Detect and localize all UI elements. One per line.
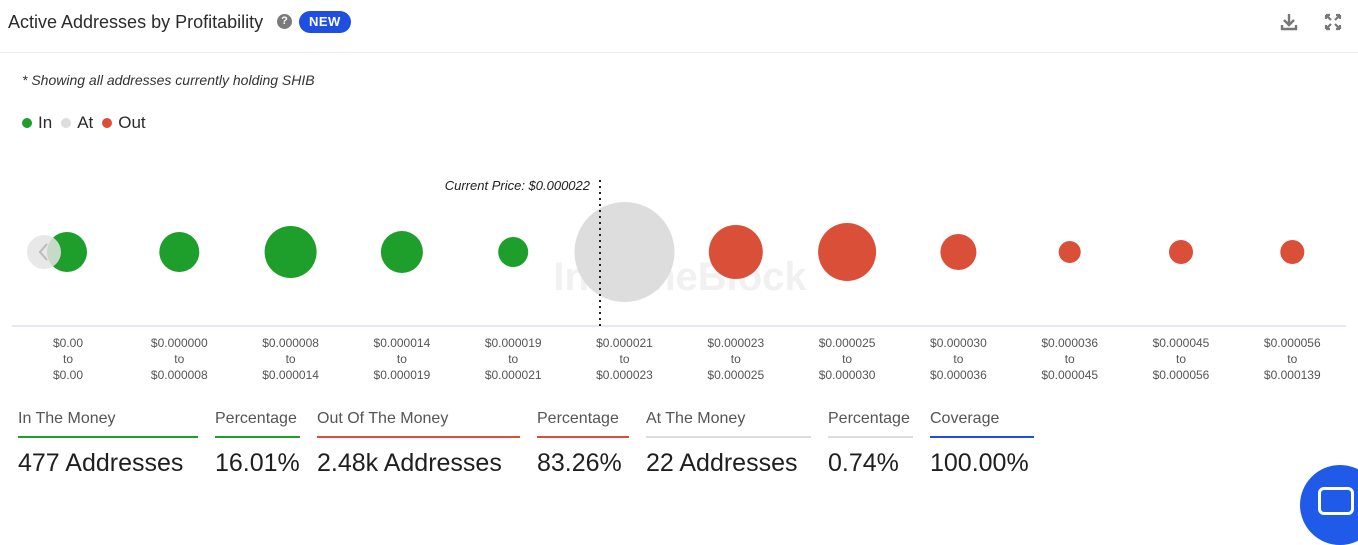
x-tick-label: $0.000008 [262, 336, 319, 350]
bubble-in-1 [159, 232, 200, 272]
bubble-out-7 [818, 223, 877, 281]
legend-dot-at [61, 118, 72, 128]
x-tick-label: $0.000025 [707, 368, 764, 382]
x-tick-label: $0.000008 [151, 368, 208, 382]
x-tick-label: $0.000036 [930, 368, 987, 382]
stat-out-percentage: Percentage 83.26% [537, 410, 629, 478]
x-tick-label: $0.000019 [374, 368, 431, 382]
legend-label-in: In [38, 113, 53, 132]
stat-coverage: Coverage 100.00% [930, 410, 1034, 478]
stat-value: 83.26% [537, 449, 622, 477]
x-tick-label: to [842, 352, 852, 366]
x-tick-label: to [1065, 352, 1075, 366]
stat-label: Coverage [930, 410, 1034, 438]
expand-icon[interactable] [1323, 12, 1343, 32]
bubble-out-10 [1169, 240, 1193, 264]
bubble-out-8 [940, 234, 977, 270]
scroll-left-button [27, 235, 61, 269]
x-tick-label: $0.000139 [1264, 368, 1321, 382]
legend-item-out[interactable]: Out [102, 113, 146, 133]
x-tick-label: $0.000023 [596, 368, 653, 382]
x-tick-label: $0.000045 [1041, 368, 1098, 382]
x-tick-label: to [1287, 352, 1297, 366]
x-tick-label: $0.000019 [485, 336, 542, 350]
x-tick-label: to [63, 352, 73, 366]
legend-dot-out [102, 118, 113, 128]
bubble-in-2 [264, 226, 317, 278]
x-tick-label: to [1176, 352, 1186, 366]
stat-value: 2.48k Addresses [317, 449, 502, 477]
x-tick-label: to [397, 352, 407, 366]
x-tick-label: $0.000014 [262, 368, 319, 382]
stat-label: Out Of The Money [317, 410, 520, 438]
bubble-at-5 [574, 202, 675, 302]
bubble-out-6 [708, 225, 763, 279]
x-tick-label: $0.000025 [819, 336, 876, 350]
widget-header: Active Addresses by Profitability ? NEW [0, 0, 1358, 53]
current-price-label: Current Price: $0.000022 [445, 178, 591, 193]
chevron-left-icon [38, 243, 48, 261]
bubble-out-9 [1058, 241, 1081, 263]
x-tick-label: $0.000036 [1041, 336, 1098, 350]
x-tick-label: to [953, 352, 963, 366]
widget-title: Active Addresses by Profitability [8, 12, 264, 32]
stat-label: In The Money [18, 410, 198, 438]
stat-value: 477 Addresses [18, 449, 184, 477]
bubble-in-3 [380, 231, 423, 273]
legend-dot-in [22, 118, 32, 128]
bubble-out-11 [1280, 240, 1305, 264]
stat-label: Percentage [215, 410, 300, 438]
legend-item-in[interactable]: In [22, 113, 52, 133]
legend-label-out: Out [118, 113, 146, 132]
legend-item-at[interactable]: At [61, 113, 93, 133]
bubble-in-4 [498, 237, 529, 267]
x-tick-label: $0.000030 [930, 336, 987, 350]
x-tick-label: $0.000056 [1264, 336, 1321, 350]
chat-bubble-icon [1318, 487, 1354, 515]
stat-value: 22 Addresses [646, 449, 798, 477]
x-tick-label: to [619, 352, 629, 366]
x-tick-label: $0.000000 [151, 336, 208, 350]
stat-label: Percentage [537, 410, 629, 438]
x-tick-label: to [731, 352, 741, 366]
stats-row: In The Money 477 Addresses Percentage 16… [0, 410, 1358, 503]
stat-label: Percentage [828, 410, 913, 438]
x-tick-label: to [286, 352, 296, 366]
x-tick-label: to [174, 352, 184, 366]
x-tick-label: $0.000045 [1153, 336, 1210, 350]
x-tick-label: $0.00 [53, 336, 83, 350]
stat-at-the-money: At The Money 22 Addresses [646, 410, 811, 478]
stat-out-of-the-money: Out Of The Money 2.48k Addresses [317, 410, 520, 478]
x-tick-label: $0.000014 [374, 336, 431, 350]
x-tick-label: $0.000056 [1153, 368, 1210, 382]
x-tick-label: $0.000021 [596, 336, 653, 350]
x-tick-label: $0.000023 [707, 336, 764, 350]
stat-value: 16.01% [215, 449, 300, 477]
stat-in-percentage: Percentage 16.01% [215, 410, 300, 478]
stat-value: 0.74% [828, 449, 899, 477]
stat-at-percentage: Percentage 0.74% [828, 410, 913, 478]
stat-value: 100.00% [930, 449, 1029, 477]
question-circle-icon[interactable]: ? [277, 14, 292, 29]
new-badge: NEW [299, 11, 351, 33]
bubble-chart: IntoTheBlock Current Price: $0.000022 $0.0… [0, 150, 1358, 390]
x-tick-label: $0.00 [53, 368, 83, 382]
holding-note: * Showing all addresses currently holdin… [22, 72, 315, 88]
x-tick-label: $0.000030 [819, 368, 876, 382]
legend-label-at: At [77, 113, 94, 132]
chart-legend: In At Out [22, 113, 155, 133]
stat-in-the-money: In The Money 477 Addresses [18, 410, 198, 478]
x-tick-label: $0.000021 [485, 368, 542, 382]
x-tick-label: to [508, 352, 518, 366]
stat-label: At The Money [646, 410, 811, 438]
download-icon[interactable] [1279, 12, 1299, 32]
